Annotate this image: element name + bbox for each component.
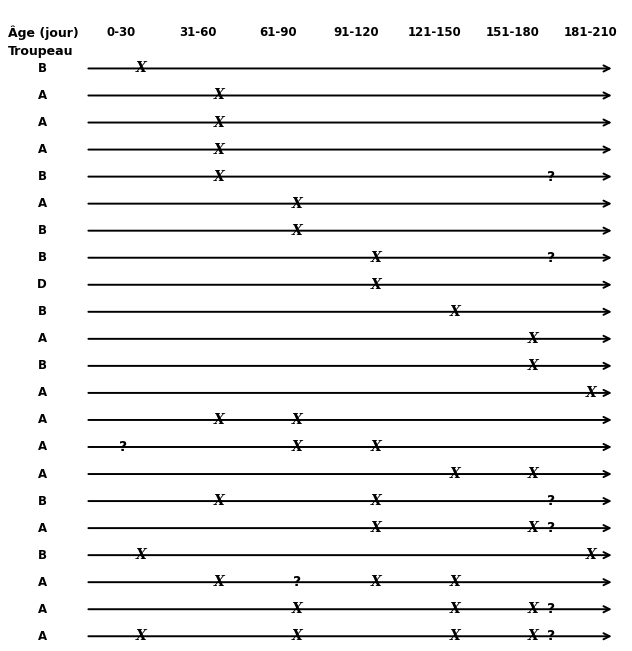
Text: B: B <box>38 251 47 264</box>
Text: X: X <box>292 440 303 454</box>
Text: ?: ? <box>119 440 127 454</box>
Text: X: X <box>449 305 460 319</box>
Text: X: X <box>371 521 382 535</box>
Text: X: X <box>528 467 538 481</box>
Text: X: X <box>371 440 382 454</box>
Text: X: X <box>528 630 538 643</box>
Text: Troupeau: Troupeau <box>8 45 73 58</box>
Text: X: X <box>528 602 538 616</box>
Text: 61-90: 61-90 <box>258 26 296 38</box>
Text: X: X <box>586 386 597 400</box>
Text: X: X <box>449 630 460 643</box>
Text: X: X <box>371 251 382 265</box>
Text: 121-150: 121-150 <box>408 26 462 38</box>
Text: A: A <box>38 387 47 400</box>
Text: X: X <box>449 575 460 589</box>
Text: X: X <box>214 115 224 130</box>
Text: X: X <box>292 413 303 427</box>
Text: A: A <box>38 197 47 210</box>
Text: X: X <box>214 575 224 589</box>
Text: ?: ? <box>547 630 556 643</box>
Text: X: X <box>214 89 224 102</box>
Text: A: A <box>38 89 47 102</box>
Text: X: X <box>528 521 538 535</box>
Text: X: X <box>528 332 538 346</box>
Text: 181-210: 181-210 <box>564 26 618 38</box>
Text: 31-60: 31-60 <box>179 26 217 38</box>
Text: D: D <box>37 278 47 291</box>
Text: X: X <box>371 278 382 292</box>
Text: X: X <box>136 548 147 562</box>
Text: ?: ? <box>547 521 556 535</box>
Text: X: X <box>214 143 224 157</box>
Text: X: X <box>586 548 597 562</box>
Text: Âge (jour): Âge (jour) <box>8 26 78 40</box>
Text: ?: ? <box>547 494 556 508</box>
Text: 0-30: 0-30 <box>106 26 135 38</box>
Text: X: X <box>292 224 303 238</box>
Text: B: B <box>38 495 47 508</box>
Text: X: X <box>292 602 303 616</box>
Text: X: X <box>136 61 147 76</box>
Text: ?: ? <box>293 575 301 589</box>
Text: A: A <box>38 603 47 616</box>
Text: 151-180: 151-180 <box>486 26 540 38</box>
Text: X: X <box>528 359 538 373</box>
Text: 91-120: 91-120 <box>334 26 379 38</box>
Text: X: X <box>292 197 303 211</box>
Text: B: B <box>38 549 47 562</box>
Text: A: A <box>38 441 47 454</box>
Text: X: X <box>214 413 224 427</box>
Text: A: A <box>38 116 47 129</box>
Text: ?: ? <box>547 170 556 184</box>
Text: ?: ? <box>547 251 556 265</box>
Text: X: X <box>371 575 382 589</box>
Text: B: B <box>38 170 47 183</box>
Text: B: B <box>38 62 47 75</box>
Text: A: A <box>38 413 47 426</box>
Text: X: X <box>136 630 147 643</box>
Text: B: B <box>38 305 47 318</box>
Text: X: X <box>214 494 224 508</box>
Text: B: B <box>38 224 47 237</box>
Text: X: X <box>292 630 303 643</box>
Text: A: A <box>38 467 47 480</box>
Text: X: X <box>214 170 224 184</box>
Text: A: A <box>38 521 47 534</box>
Text: A: A <box>38 630 47 643</box>
Text: X: X <box>449 467 460 481</box>
Text: X: X <box>449 602 460 616</box>
Text: A: A <box>38 333 47 345</box>
Text: A: A <box>38 575 47 589</box>
Text: B: B <box>38 359 47 372</box>
Text: X: X <box>371 494 382 508</box>
Text: A: A <box>38 143 47 156</box>
Text: ?: ? <box>547 602 556 616</box>
